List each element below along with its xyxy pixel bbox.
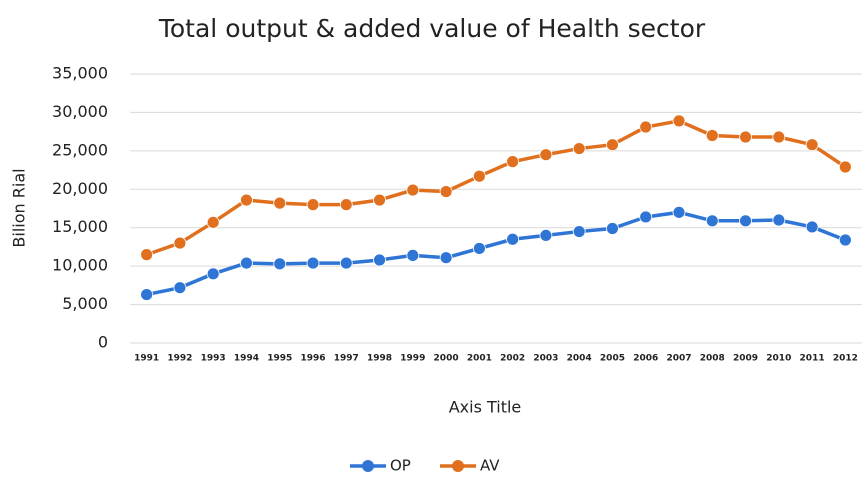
x-tick-label: 1999	[400, 354, 425, 364]
data-point	[140, 248, 154, 262]
x-tick-label: 2001	[467, 354, 492, 364]
data-point	[406, 248, 420, 262]
data-point	[373, 253, 386, 267]
x-tick-label: 2004	[567, 354, 592, 364]
data-point	[273, 196, 287, 210]
x-axis-title: Axis Title	[449, 398, 522, 417]
data-point	[140, 288, 154, 301]
x-tick-label: 1998	[367, 354, 392, 364]
x-tick-label: 1994	[234, 354, 259, 364]
data-point	[273, 257, 287, 271]
y-tick-label: 35,000	[52, 64, 108, 83]
data-point	[572, 142, 586, 155]
data-point	[506, 155, 520, 169]
data-point	[772, 130, 786, 144]
x-tick-label: 2010	[766, 354, 791, 364]
y-tick-label: 0	[98, 333, 108, 352]
data-point	[472, 242, 486, 255]
y-tick-label: 10,000	[52, 256, 108, 275]
data-point	[838, 160, 852, 174]
data-point	[373, 193, 386, 207]
x-tick-label: 2006	[633, 354, 658, 364]
data-point	[838, 233, 852, 247]
data-point	[639, 120, 653, 134]
x-tick-label: 2009	[733, 354, 758, 364]
x-tick-label: 2007	[666, 354, 691, 364]
data-point	[406, 183, 420, 197]
data-point	[306, 198, 320, 212]
data-point	[672, 205, 686, 219]
data-point	[539, 228, 553, 242]
data-point	[506, 232, 520, 246]
data-point	[639, 210, 653, 224]
x-tick-label: 2003	[533, 354, 558, 364]
x-tick-label: 1993	[201, 354, 226, 364]
x-tick-label: 2011	[800, 354, 825, 364]
legend-marker	[452, 460, 464, 472]
series-line	[146, 210, 847, 297]
data-point	[705, 129, 719, 142]
data-point	[472, 169, 486, 183]
y-tick-label: 20,000	[52, 179, 108, 198]
data-point	[805, 138, 819, 152]
data-point	[606, 222, 619, 235]
data-point	[306, 256, 320, 270]
data-point	[240, 193, 253, 207]
data-point	[339, 256, 353, 270]
data-point	[206, 267, 220, 281]
data-point	[339, 198, 353, 212]
data-point	[772, 213, 786, 227]
series-line	[146, 119, 847, 257]
data-point	[439, 185, 453, 198]
data-point	[672, 114, 686, 128]
data-point	[240, 256, 253, 270]
legend-label: AV	[480, 457, 500, 475]
x-tick-label: 1996	[300, 354, 325, 364]
data-point	[739, 130, 752, 144]
data-point	[739, 214, 752, 228]
data-point	[439, 251, 453, 265]
data-point	[173, 281, 187, 295]
x-tick-label: 2008	[700, 354, 725, 364]
x-tick-label: 2000	[434, 354, 459, 364]
legend-marker	[362, 460, 374, 472]
data-point	[206, 215, 220, 229]
x-tick-label: 1991	[134, 354, 159, 364]
y-tick-label: 25,000	[52, 140, 108, 159]
data-point	[173, 236, 187, 250]
y-tick-label: 5,000	[62, 294, 108, 313]
x-tick-label: 1997	[334, 354, 359, 364]
x-tick-label: 2002	[500, 354, 525, 364]
legend-label: OP	[390, 457, 411, 475]
x-tick-label: 2012	[833, 354, 858, 364]
x-tick-label: 1995	[267, 354, 292, 364]
data-point	[572, 225, 586, 238]
y-axis-title: Bilion Rial	[10, 168, 29, 247]
y-tick-label: 15,000	[52, 217, 108, 236]
data-point	[539, 148, 553, 162]
x-tick-label: 2005	[600, 354, 625, 364]
data-point	[705, 214, 719, 228]
chart-title: Total output & added value of Health sec…	[158, 14, 706, 43]
x-tick-label: 1992	[167, 354, 192, 364]
y-tick-label: 30,000	[52, 102, 108, 121]
data-point	[805, 220, 819, 234]
data-point	[606, 138, 619, 152]
